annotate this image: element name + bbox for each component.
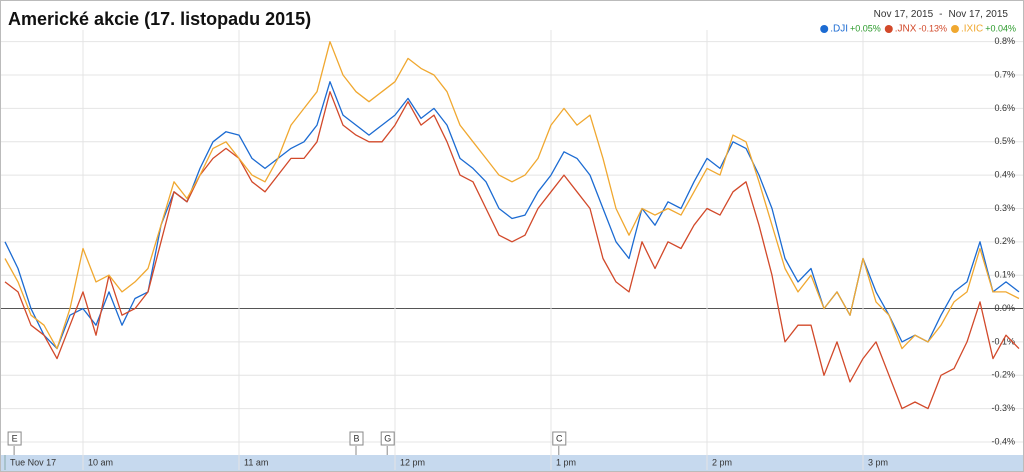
date-end: Nov 17, 2015 — [949, 9, 1009, 20]
x-tick-label: 3 pm — [868, 457, 888, 467]
event-marker: B — [349, 431, 364, 455]
y-tick-label: 0.0% — [994, 303, 1015, 313]
y-tick-label: 0.1% — [994, 270, 1015, 280]
y-tick-label: 0.5% — [994, 136, 1015, 146]
event-box — [349, 431, 364, 446]
y-tick-label: -0.2% — [991, 370, 1015, 380]
y-tick-label: 0.2% — [994, 236, 1015, 246]
date-separator: - — [939, 9, 942, 20]
legend-name: .DJI — [830, 24, 848, 35]
y-tick-label: -0.3% — [991, 403, 1015, 413]
event-label: E — [12, 433, 18, 443]
y-tick-label: 0.6% — [994, 103, 1015, 113]
legend-dot — [820, 25, 829, 33]
series-line — [4, 91, 1020, 410]
legend-dot — [884, 25, 893, 33]
legend-change: +0.05% — [850, 23, 881, 33]
x-axis-band — [1, 455, 1023, 471]
event-label: B — [353, 433, 359, 443]
event-box — [7, 431, 22, 446]
x-tick-label: 12 pm — [400, 457, 425, 467]
x-tick-label: 10 am — [88, 457, 113, 467]
legend-change: +0.04% — [985, 23, 1016, 33]
x-tick-label: 11 am — [244, 457, 268, 467]
event-marker: C — [552, 431, 567, 455]
x-tick-label: 2 pm — [712, 457, 732, 467]
event-box — [380, 431, 395, 446]
legend-change: -0.13% — [918, 23, 947, 33]
y-tick-label: 0.8% — [994, 36, 1015, 46]
event-label: C — [556, 433, 563, 443]
event-marker: E — [7, 431, 22, 455]
chart-title: Americké akcie (17. listopadu 2015) — [8, 9, 311, 29]
y-tick-label: 0.3% — [994, 203, 1015, 213]
legend-dot — [950, 25, 959, 33]
event-label: G — [384, 433, 391, 443]
date-start: Nov 17, 2015 — [874, 9, 934, 20]
legend-name: .IXIC — [961, 24, 983, 35]
y-tick-label: 0.7% — [994, 69, 1015, 79]
series-line — [4, 41, 1020, 350]
x-tick-label: Tue Nov 17 — [10, 457, 56, 467]
y-tick-label: 0.4% — [994, 169, 1015, 179]
event-box — [552, 431, 567, 446]
legend-name: .JNX — [895, 24, 917, 35]
y-tick-label: -0.4% — [991, 436, 1015, 446]
date-range: Nov 17, 2015- Nov 17, 2015 — [874, 9, 1009, 20]
event-marker: G — [380, 431, 395, 455]
x-tick-label: 1 pm — [556, 457, 576, 467]
